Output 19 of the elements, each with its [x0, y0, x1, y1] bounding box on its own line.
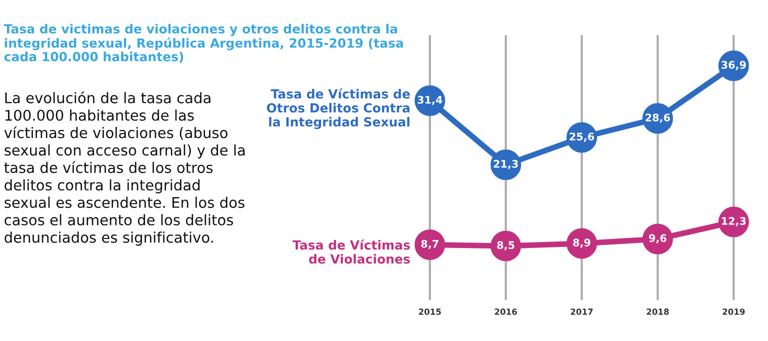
data-label: 28,6: [646, 114, 670, 123]
data-label: 36,9: [722, 60, 746, 70]
data-label: 31,4: [418, 96, 442, 106]
x-tick-label: 2016: [494, 308, 517, 315]
series-label: Tasa de Víctimas de Violaciones: [292, 240, 410, 264]
data-label: 25,6: [570, 132, 594, 142]
data-label: 8,9: [573, 238, 590, 248]
text: Tasa de victimas de violaciones y otros delitos contra la integridad sexual, República Argentina, 2015-2019 (tasa cada 100.000 habitantes): [4, 24, 403, 63]
data-label: 12,3: [722, 217, 746, 226]
data-label: 8,5: [497, 241, 514, 250]
data-label: 8,7: [421, 240, 438, 250]
x-tick-label: 2017: [570, 308, 593, 315]
text: La evolución de la tasa cada 100.000 habitantes de las víctimas de violaciones (abuso sexual con acceso carnal) y de la tasa de víctimas de los otros delitos contra la integridad sexual es ascendente. En los dos casos el aumento de los delitos denunciados es significativo.: [4, 91, 245, 246]
x-tick-label: 2015: [418, 308, 441, 315]
series-label: Tasa de Víctimas de Otros Delitos Contra la Integridad Sexual: [266, 88, 410, 130]
data-label: 9,6: [649, 234, 666, 244]
x-tick-label: 2018: [646, 308, 669, 315]
x-tick-label: 2019: [722, 308, 745, 315]
data-label: 21,3: [494, 160, 518, 170]
